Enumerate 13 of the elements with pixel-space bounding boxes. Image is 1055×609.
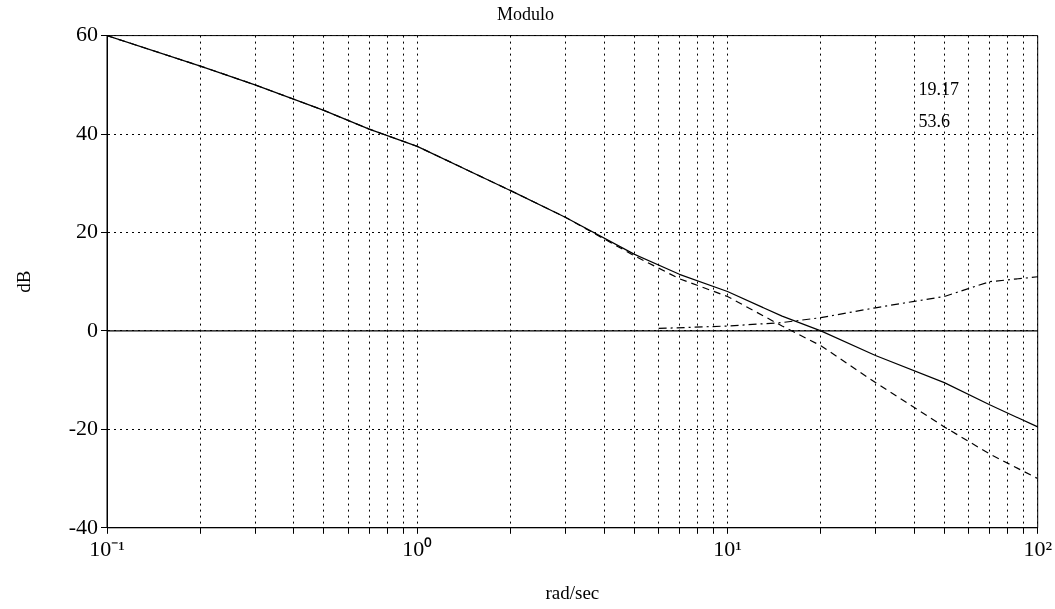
y-axis-title: dB xyxy=(13,270,35,293)
y-tick-label: 60 xyxy=(76,21,98,47)
x-axis-title: rad/sec xyxy=(545,581,600,603)
annotation: 19.17 xyxy=(918,79,960,100)
y-tick-label: 0 xyxy=(87,316,98,342)
x-tick-label: 10² xyxy=(1023,535,1053,561)
y-tick-label: 20 xyxy=(76,218,98,244)
chart-title: Modulo xyxy=(496,3,555,24)
x-tick-label: 10¹ xyxy=(713,535,742,561)
x-tick-label: 10⁰ xyxy=(402,535,433,561)
y-tick-label: 40 xyxy=(76,119,98,145)
annotation: 53.6 xyxy=(918,111,951,132)
y-tick-label: -20 xyxy=(68,415,98,441)
